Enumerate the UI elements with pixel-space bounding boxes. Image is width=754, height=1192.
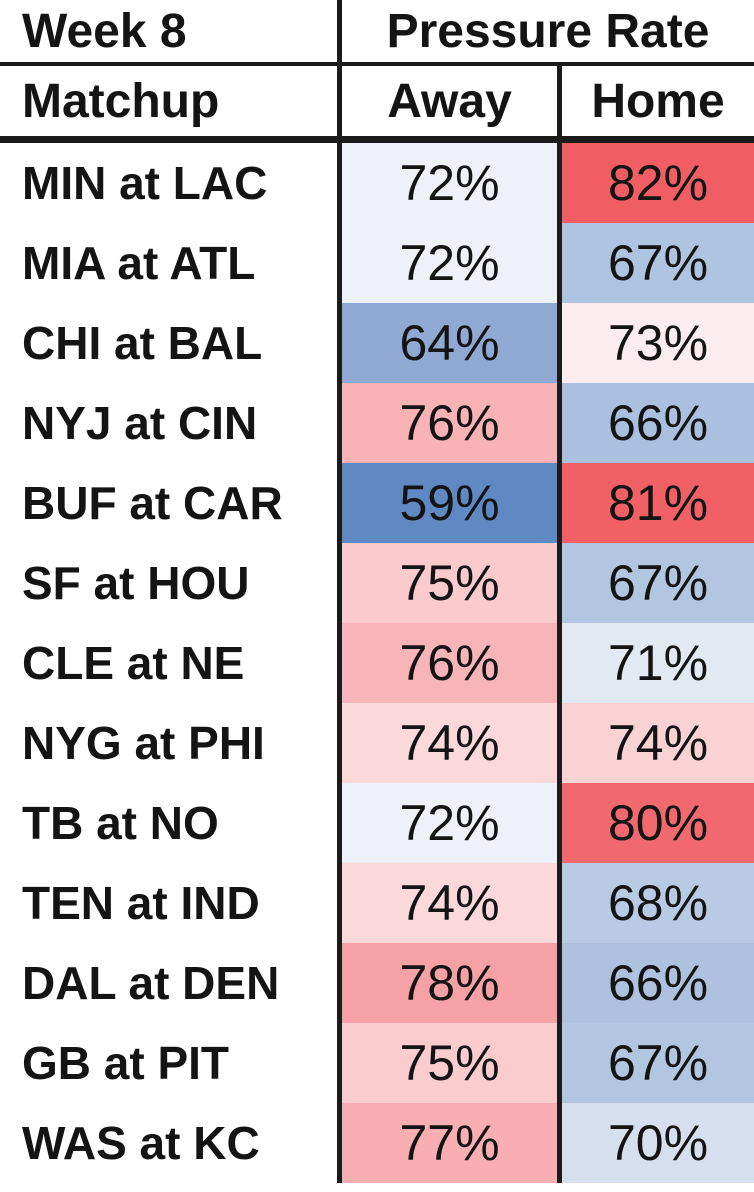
home-pressure-cell: 73% — [557, 303, 754, 383]
away-pressure-cell: 59% — [337, 463, 557, 543]
away-pressure-cell: 74% — [337, 703, 557, 783]
away-pressure-cell: 77% — [337, 1103, 557, 1183]
home-pressure-cell: 82% — [557, 143, 754, 223]
table-row: NYG at PHI 74% 74% — [0, 703, 754, 783]
away-pressure-cell: 76% — [337, 383, 557, 463]
matchup-cell: GB at PIT — [22, 1037, 230, 1089]
table-row: NYJ at CIN 76% 66% — [0, 383, 754, 463]
matchup-cell: NYJ at CIN — [22, 397, 258, 449]
away-pressure-cell: 76% — [337, 623, 557, 703]
table-row: SF at HOU 75% 67% — [0, 543, 754, 623]
away-pressure-cell: 72% — [337, 783, 557, 863]
matchup-cell: TB at NO — [22, 797, 219, 849]
matchup-cell: WAS at KC — [22, 1117, 260, 1169]
table-row: MIN at LAC 72% 82% — [0, 143, 754, 223]
matchup-cell: CHI at BAL — [22, 317, 263, 369]
away-pressure-cell: 75% — [337, 543, 557, 623]
table-row: WAS at KC 77% 70% — [0, 1103, 754, 1183]
pressure-rate-header-cell: Pressure Rate — [337, 0, 754, 62]
table-header-row-2: Matchup Away Home — [0, 66, 754, 143]
home-pressure-cell: 80% — [557, 783, 754, 863]
away-pressure-cell: 72% — [337, 143, 557, 223]
table-row: GB at PIT 75% 67% — [0, 1023, 754, 1103]
home-pressure-cell: 81% — [557, 463, 754, 543]
home-pressure-cell: 74% — [557, 703, 754, 783]
matchup-cell: NYG at PHI — [22, 717, 265, 769]
away-pressure-cell: 64% — [337, 303, 557, 383]
bottom-margin — [0, 1183, 754, 1188]
home-pressure-cell: 66% — [557, 943, 754, 1023]
table-row: TEN at IND 74% 68% — [0, 863, 754, 943]
away-pressure-cell: 78% — [337, 943, 557, 1023]
table-row: CLE at NE 76% 71% — [0, 623, 754, 703]
matchup-cell: CLE at NE — [22, 637, 245, 689]
away-pressure-cell: 72% — [337, 223, 557, 303]
home-pressure-cell: 66% — [557, 383, 754, 463]
home-pressure-cell: 67% — [557, 223, 754, 303]
matchup-cell: MIN at LAC — [22, 157, 268, 209]
table-row: DAL at DEN 78% 66% — [0, 943, 754, 1023]
matchup-cell: TEN at IND — [22, 877, 260, 929]
away-column-header: Away — [337, 66, 557, 136]
table-row: CHI at BAL 64% 73% — [0, 303, 754, 383]
table-row: BUF at CAR 59% 81% — [0, 463, 754, 543]
week-header-cell: Week 8 — [22, 4, 187, 58]
matchup-cell: MIA at ATL — [22, 237, 256, 289]
home-pressure-cell: 67% — [557, 543, 754, 623]
away-pressure-cell: 75% — [337, 1023, 557, 1103]
matchup-cell: SF at HOU — [22, 557, 250, 609]
away-pressure-cell: 74% — [337, 863, 557, 943]
matchup-column-header: Matchup — [22, 74, 220, 128]
table-row: TB at NO 72% 80% — [0, 783, 754, 863]
home-pressure-cell: 70% — [557, 1103, 754, 1183]
home-pressure-cell: 68% — [557, 863, 754, 943]
home-pressure-cell: 71% — [557, 623, 754, 703]
home-pressure-cell: 67% — [557, 1023, 754, 1103]
home-column-header: Home — [557, 66, 754, 136]
table-row: MIA at ATL 72% 67% — [0, 223, 754, 303]
table-header-row-1: Week 8 Pressure Rate — [0, 0, 754, 66]
matchup-cell: DAL at DEN — [22, 957, 280, 1009]
matchup-cell: BUF at CAR — [22, 477, 283, 529]
